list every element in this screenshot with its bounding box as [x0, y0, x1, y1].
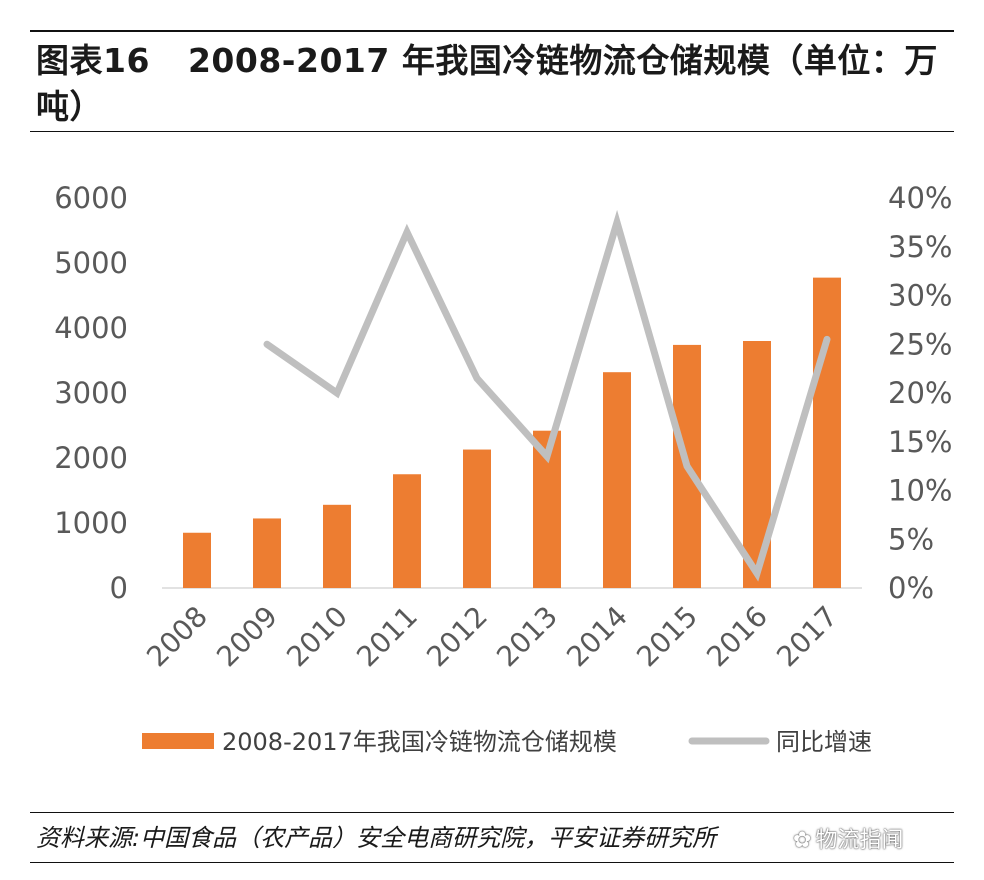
right-tick-label: 25%	[888, 327, 952, 361]
combo-chart: 0 1000 2000 3000 4000 5000 6000 0% 5% 10% 15% 20% 2…	[54, 181, 952, 756]
left-tick-label: 5000	[54, 246, 128, 280]
legend-label-bar: 2008-2017年我国冷链物流仓储规模	[222, 728, 617, 756]
right-tick-label: 20%	[888, 376, 952, 410]
right-tick-label: 0%	[888, 571, 934, 605]
left-tick-label: 1000	[54, 506, 128, 540]
bar-series	[183, 277, 841, 588]
wechat-icon: ✿	[793, 828, 812, 853]
watermark: ✿ 物流指闻	[793, 822, 903, 854]
x-tick-label: 2011	[350, 600, 424, 674]
source-note: 资料来源:中国食品（农产品）安全电商研究院，平安证券研究所	[36, 824, 717, 852]
source-rule	[30, 812, 954, 813]
growth-line	[263, 209, 831, 582]
bar-2010	[323, 504, 351, 588]
left-tick-label: 0	[110, 571, 128, 605]
left-tick-label: 2000	[54, 441, 128, 475]
bottom-rule	[30, 862, 954, 863]
right-tick-label: 35%	[888, 230, 952, 264]
x-tick-label: 2017	[770, 600, 844, 674]
x-tick-label: 2013	[490, 600, 564, 674]
x-tick-label: 2008	[140, 600, 214, 674]
right-tick-label: 40%	[888, 181, 952, 215]
x-tick-label: 2016	[700, 600, 774, 674]
top-rule	[30, 30, 954, 32]
bar-2012	[463, 449, 491, 588]
left-tick-label: 4000	[54, 311, 128, 345]
figure-number: 图表16	[36, 41, 150, 80]
x-tick-label: 2015	[630, 600, 704, 674]
legend-swatch-bar	[142, 733, 214, 749]
chart-title: 图表16 2008-2017 年我国冷链物流仓储规模（单位：万吨）	[36, 38, 956, 130]
x-tick-label: 2014	[560, 600, 634, 674]
x-tick-label: 2010	[280, 600, 354, 674]
left-tick-label: 3000	[54, 376, 128, 410]
right-tick-label: 30%	[888, 279, 952, 313]
title-rule	[30, 131, 954, 132]
right-tick-label: 15%	[888, 425, 952, 459]
title-text: 2008-2017 年我国冷链物流仓储规模（单位：万吨）	[36, 41, 938, 126]
right-axis: 0% 5% 10% 15% 20% 25% 30% 35% 40%	[888, 181, 952, 605]
bar-2011	[393, 474, 421, 588]
left-axis: 0 1000 2000 3000 4000 5000 6000	[54, 181, 128, 605]
line-series	[263, 209, 831, 582]
legend-label-line: 同比增速	[776, 728, 872, 756]
right-tick-label: 10%	[888, 474, 952, 508]
bar-2008	[183, 532, 211, 588]
x-tick-label: 2012	[420, 600, 494, 674]
right-tick-label: 5%	[888, 522, 934, 556]
watermark-text: 物流指闻	[815, 828, 904, 853]
bar-2009	[253, 518, 281, 588]
x-tick-label: 2009	[210, 600, 284, 674]
bar-2014	[603, 372, 631, 588]
bar-2017	[813, 277, 841, 588]
legend: 2008-2017年我国冷链物流仓储规模 同比增速	[142, 728, 872, 756]
left-tick-label: 6000	[54, 181, 128, 215]
